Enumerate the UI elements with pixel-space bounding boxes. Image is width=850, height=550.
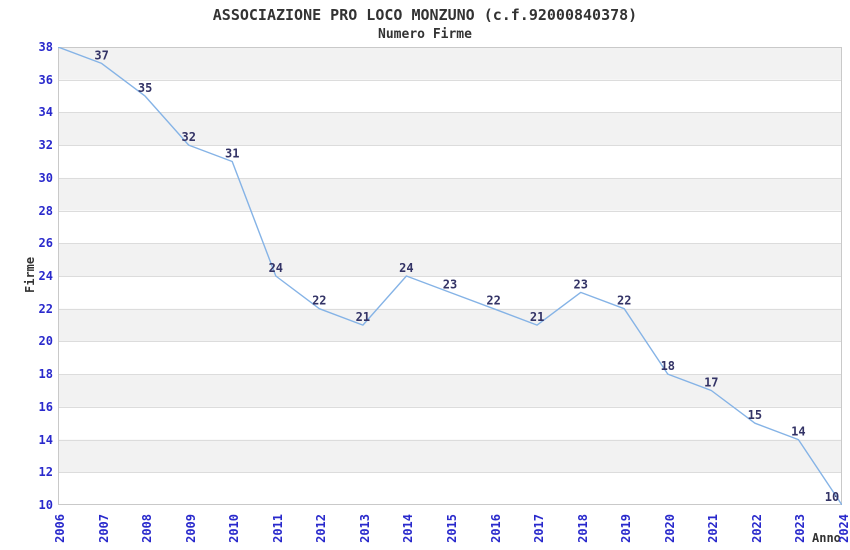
y-tick-label: 38 <box>38 40 53 54</box>
plot-band <box>58 243 842 276</box>
y-tick-label: 16 <box>38 399 53 414</box>
y-tick-label: 22 <box>38 301 53 316</box>
x-tick-label: 2017 <box>532 514 547 543</box>
x-tick-label: 2006 <box>53 514 67 543</box>
x-tick-label: 2008 <box>140 514 155 543</box>
point-label: 23 <box>573 277 587 291</box>
plot-band <box>58 47 842 80</box>
point-label: 24 <box>399 261 413 275</box>
x-tick-label: 2011 <box>270 514 285 543</box>
y-tick-label: 12 <box>38 465 53 480</box>
y-tick-label: 36 <box>38 72 53 87</box>
chart-subtitle: Numero Firme <box>378 27 472 42</box>
point-label: 23 <box>443 277 457 291</box>
point-label: 21 <box>356 310 370 324</box>
point-label: 22 <box>486 294 500 308</box>
point-label: 31 <box>225 147 239 161</box>
point-label: 18 <box>661 359 675 373</box>
plot-band <box>58 439 842 473</box>
point-label: 21 <box>530 310 544 324</box>
point-label: 32 <box>181 130 195 144</box>
plot-band <box>58 308 842 342</box>
x-tick-label: 2015 <box>445 514 459 543</box>
y-tick-label: 20 <box>38 334 53 349</box>
x-tick-label: 2012 <box>314 514 329 543</box>
y-tick-label: 18 <box>38 367 53 382</box>
x-tick-label: 2020 <box>662 514 677 543</box>
plot-area: 38373532312422212423222123221817151410 <box>58 47 842 505</box>
plot-band <box>58 112 842 146</box>
series-line <box>58 47 842 505</box>
x-tick-label: 2021 <box>706 514 721 543</box>
y-tick-label: 24 <box>38 269 53 283</box>
x-tick-label: 2023 <box>793 514 808 543</box>
x-tick-label: 2024 <box>837 514 850 543</box>
point-label: 17 <box>704 376 718 390</box>
point-label: 15 <box>748 408 762 422</box>
plot-band <box>58 374 842 407</box>
chart-title: ASSOCIAZIONE PRO LOCO MONZUNO (c.f.92000… <box>212 6 638 24</box>
x-tick-label: 2018 <box>575 514 590 543</box>
x-tick-label: 2014 <box>401 514 416 543</box>
x-axis-title: Anno <box>812 531 841 545</box>
x-tick-label: 2016 <box>488 514 503 543</box>
y-tick-label: 14 <box>38 432 53 447</box>
plot-band <box>58 177 842 211</box>
point-label: 22 <box>617 294 631 308</box>
y-tick-label: 28 <box>38 203 53 218</box>
x-tick-label: 2010 <box>227 514 242 543</box>
y-tick-label: 10 <box>38 498 53 512</box>
plot-border <box>58 47 842 505</box>
y-tick-label: 34 <box>38 105 53 120</box>
point-label: 10 <box>825 490 839 504</box>
x-tick-label: 2013 <box>357 514 372 543</box>
point-label: 22 <box>312 294 326 308</box>
y-tick-label: 32 <box>38 138 53 153</box>
x-tick-label: 2009 <box>183 514 198 543</box>
point-label: 35 <box>138 81 152 95</box>
point-label: 24 <box>269 261 283 275</box>
point-label: 14 <box>791 425 805 439</box>
y-tick-label: 26 <box>38 236 53 251</box>
x-tick-label: 2019 <box>619 514 634 543</box>
point-label: 37 <box>94 48 108 62</box>
x-tick-label: 2022 <box>749 514 764 543</box>
x-tick-label: 2007 <box>96 514 111 543</box>
y-tick-label: 30 <box>38 170 53 185</box>
